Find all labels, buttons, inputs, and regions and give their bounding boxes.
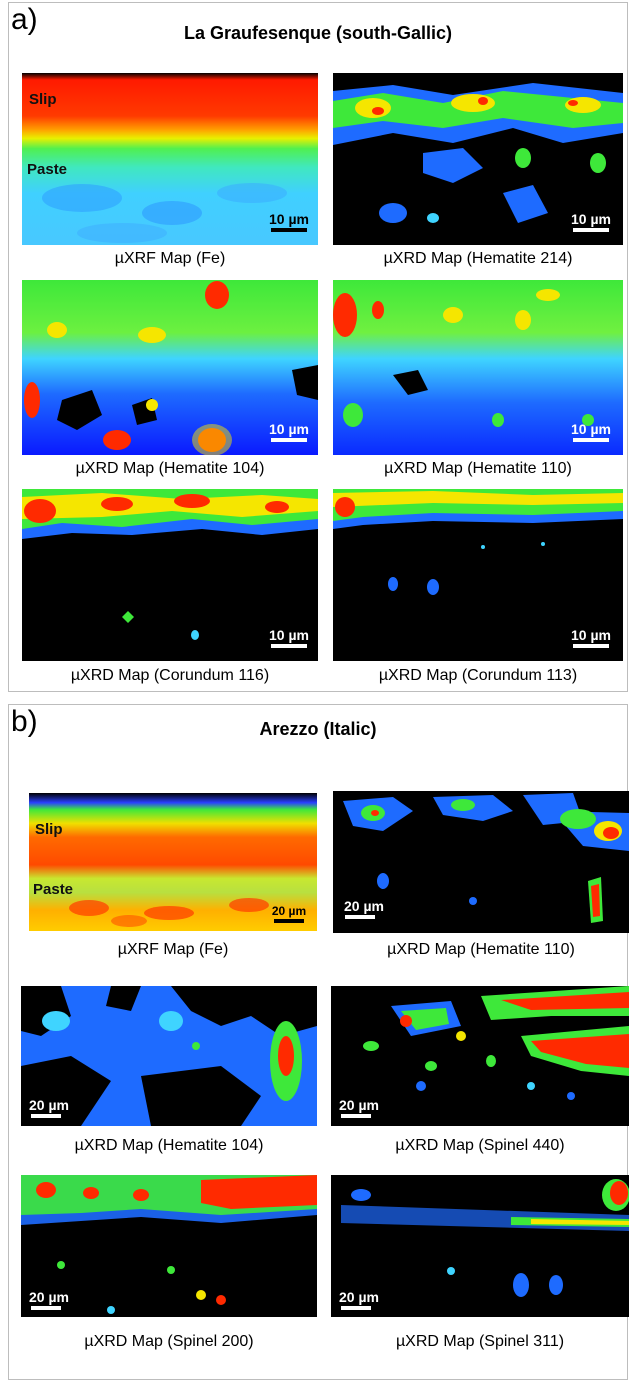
scale-bar-b5: 20 µm [25, 1289, 73, 1310]
caption-a5: µXRD Map (Corundum 116) [70, 667, 270, 684]
scale-bar-a6: 10 µm [566, 627, 616, 648]
panel-a-title: La Graufesenque (south-Gallic) [183, 23, 453, 43]
caption-b6: µXRD Map (Spinel 311) [395, 1333, 565, 1350]
caption-a1: µXRF Map (Fe) [114, 250, 226, 267]
scale-bar-b1: 20 µm [267, 904, 311, 923]
map-a-corundum-113 [333, 489, 623, 661]
panel-a: a) La Graufesenque (south-Gallic) [8, 2, 628, 692]
caption-a3: µXRD Map (Hematite 104) [75, 460, 265, 477]
scale-bar-b4: 20 µm [335, 1097, 383, 1118]
caption-a4: µXRD Map (Hematite 110) [384, 460, 572, 477]
map-b-xrf-fe [29, 793, 317, 931]
caption-b5: µXRD Map (Spinel 200) [84, 1333, 254, 1350]
map-b-spinel-200 [21, 1175, 317, 1317]
scale-bar-b6: 20 µm [335, 1289, 383, 1310]
scale-bar-a3: 10 µm [264, 421, 314, 442]
map-b-spinel-311 [331, 1175, 629, 1317]
scale-bar-b3: 20 µm [25, 1097, 73, 1118]
map-a-xrf-fe [22, 73, 318, 245]
panel-letter-b: b) [11, 705, 38, 738]
slip-label-a: Slip [29, 91, 57, 108]
map-b-spinel-440 [331, 986, 629, 1126]
paste-label-b: Paste [33, 881, 74, 898]
map-a-hematite-110 [333, 280, 623, 455]
scale-bar-a5: 10 µm [264, 627, 314, 648]
map-b-hematite-110 [333, 791, 629, 933]
caption-b2: µXRD Map (Hematite 110) [387, 941, 575, 958]
map-b-hematite-104 [21, 986, 317, 1126]
caption-b1: µXRF Map (Fe) [117, 941, 229, 958]
panel-b-title: Arezzo (Italic) [259, 719, 377, 739]
panel-b: b) Arezzo (Italic) [8, 704, 629, 1380]
caption-b4: µXRD Map (Spinel 440) [395, 1137, 565, 1154]
caption-a6: µXRD Map (Corundum 113) [378, 667, 578, 684]
scale-bar-b2: 20 µm [339, 898, 389, 919]
scale-bar-a1: 10 µm [264, 211, 314, 232]
caption-b3: µXRD Map (Hematite 104) [74, 1137, 264, 1154]
panel-letter-a: a) [11, 3, 38, 36]
map-a-hematite-104 [22, 280, 318, 455]
map-a-hematite-214 [333, 73, 623, 245]
paste-label-a: Paste [27, 161, 68, 178]
scale-bar-a4: 10 µm [566, 421, 616, 442]
map-a-corundum-116 [22, 489, 318, 661]
caption-a2: µXRD Map (Hematite 214) [383, 250, 573, 267]
scale-bar-a2: 10 µm [566, 211, 616, 232]
slip-label-b: Slip [35, 821, 63, 838]
